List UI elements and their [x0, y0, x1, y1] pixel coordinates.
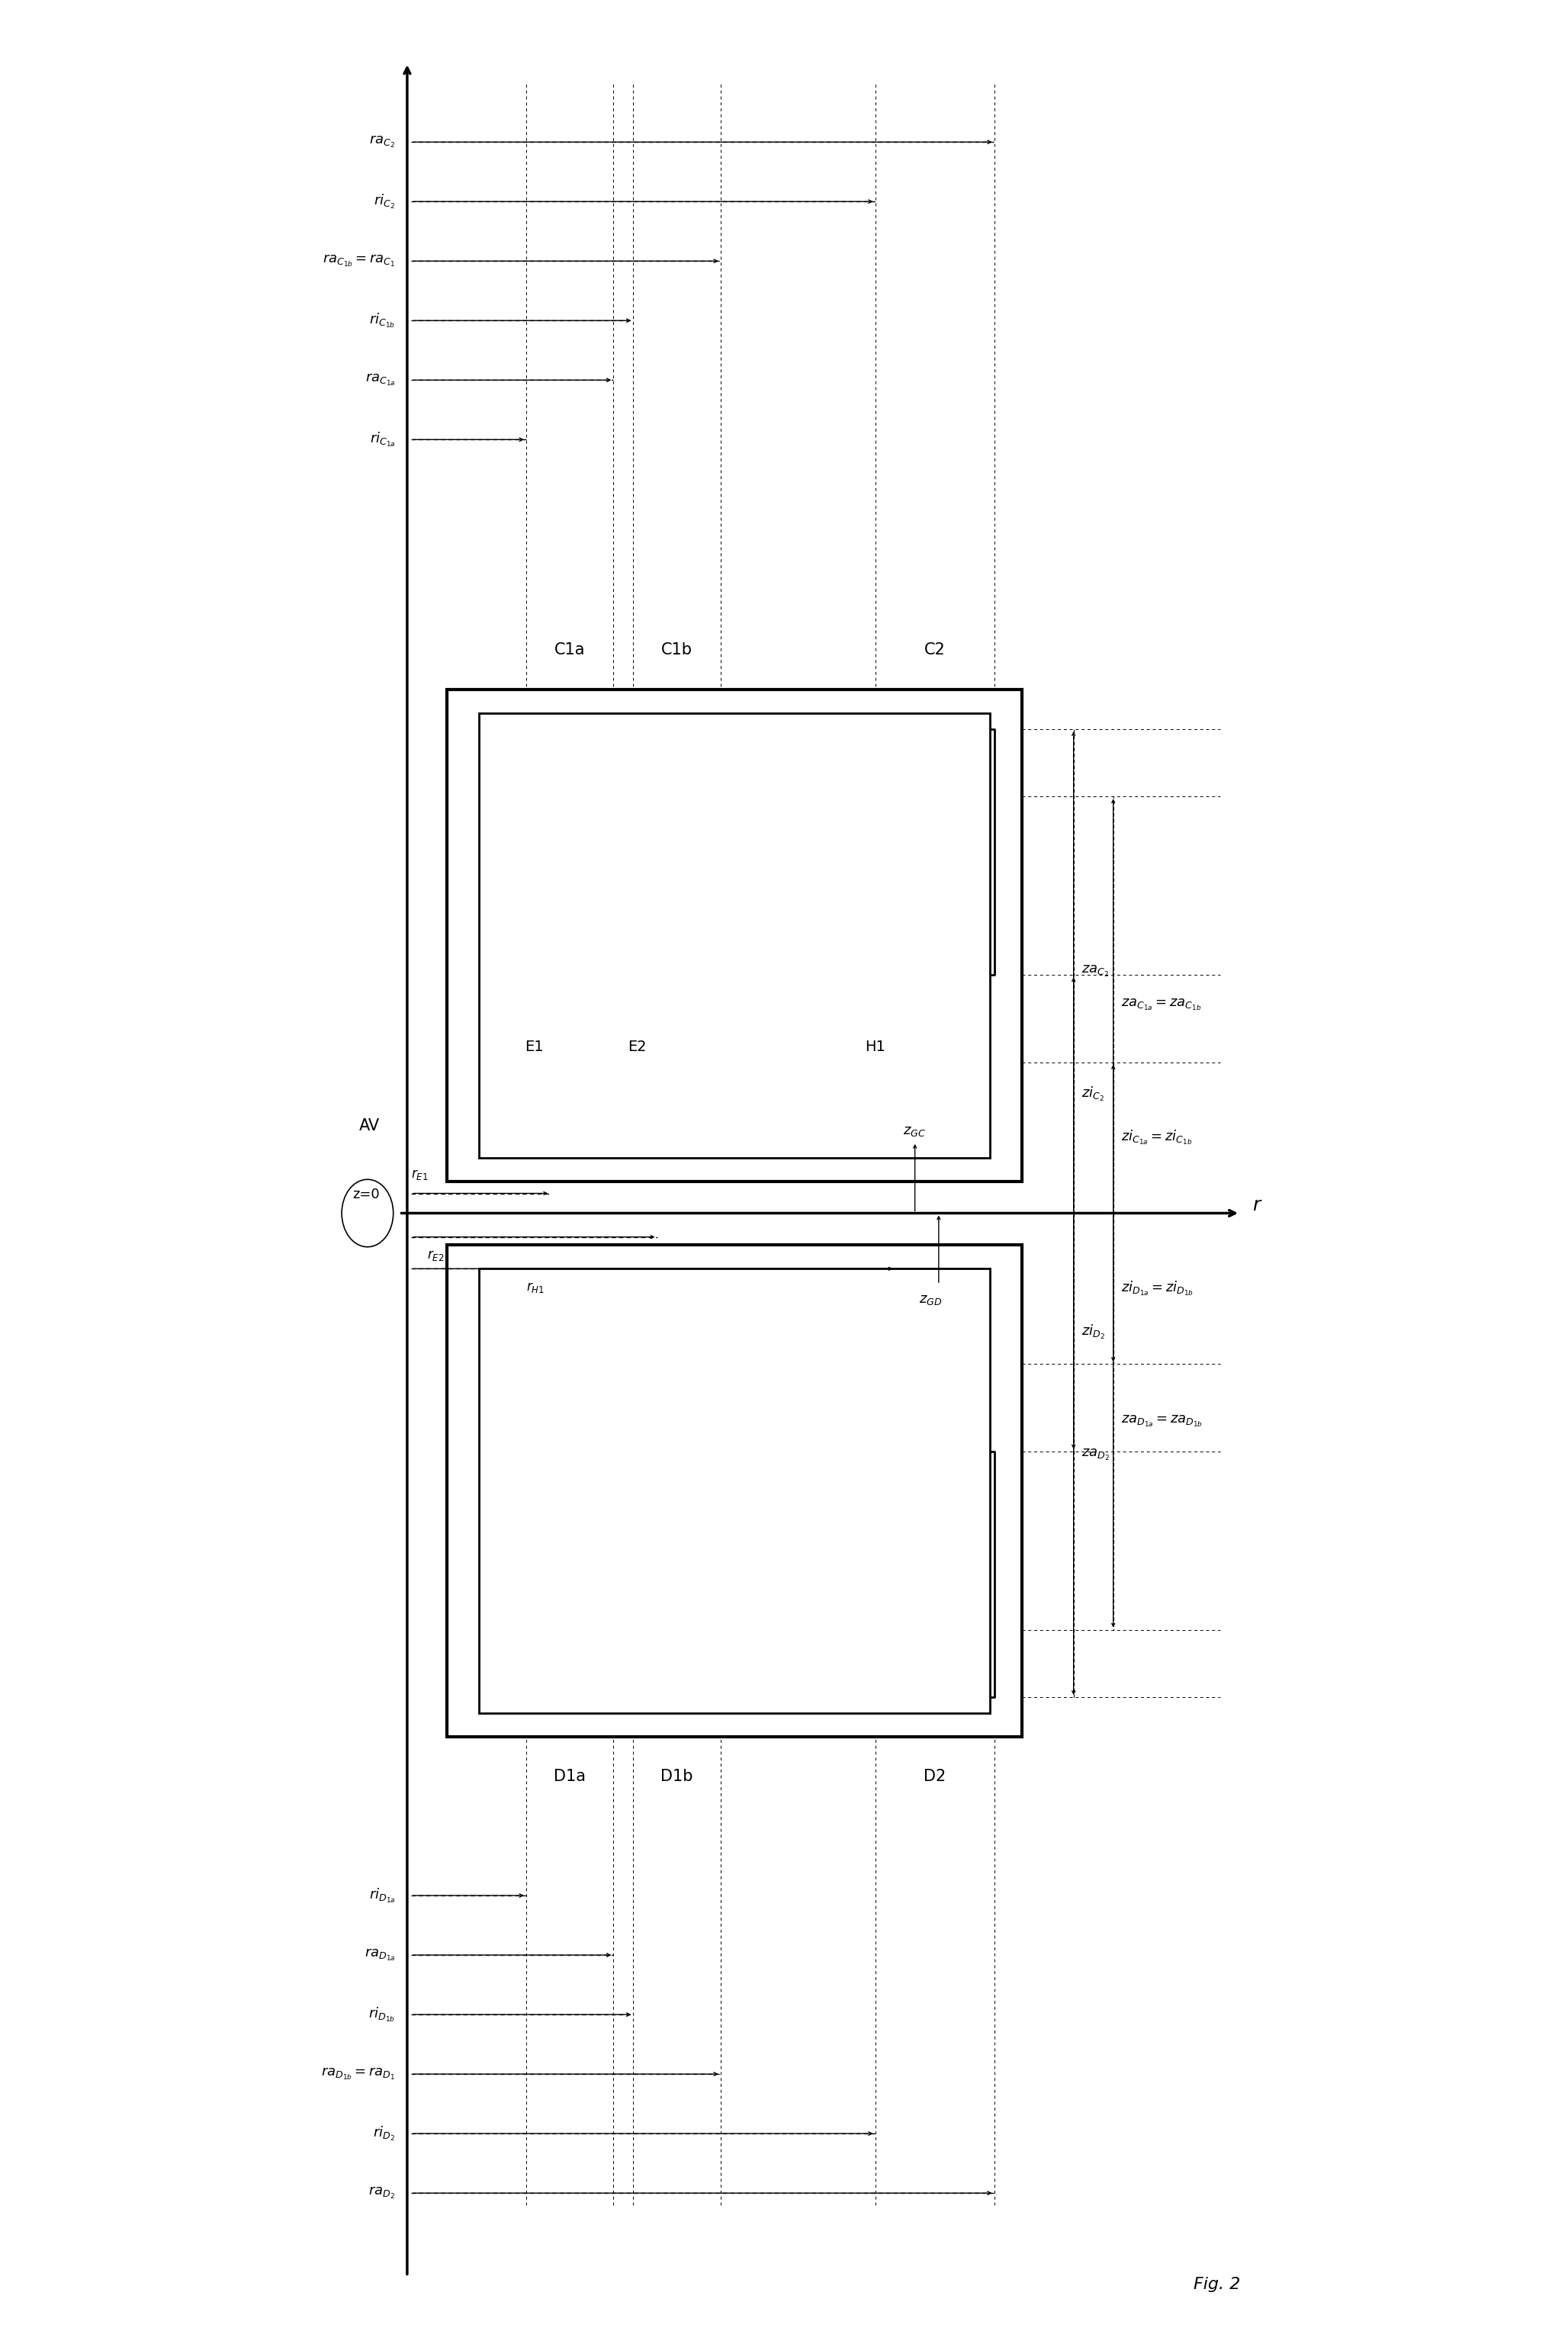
Text: E2: E2: [627, 1040, 646, 1054]
Bar: [618, 1063, 657, 1364]
Text: AV: AV: [359, 1117, 379, 1134]
Text: $z_{GD}$: $z_{GD}$: [919, 1293, 942, 1307]
Text: D1b: D1b: [660, 1770, 693, 1784]
Text: $ra_{C_{1a}}$: $ra_{C_{1a}}$: [365, 373, 395, 387]
Text: $ri_{C_{1b}}$: $ri_{C_{1b}}$: [370, 312, 395, 329]
Text: $ra_{C_{1b}}=ra_{C_1}$: $ra_{C_{1b}}=ra_{C_1}$: [323, 253, 395, 268]
Bar: [403, 1141, 1217, 1284]
Text: $za_{D_{1a}}=za_{D_{1b}}$: $za_{D_{1a}}=za_{D_{1b}}$: [1121, 1415, 1203, 1429]
Text: $za_{C_2}$: $za_{C_2}$: [1082, 965, 1109, 979]
Text: $r_{E2}$: $r_{E2}$: [426, 1249, 444, 1263]
Text: C2: C2: [924, 643, 946, 657]
Bar: [519, 1063, 550, 1364]
Text: $ri_{D_{1b}}$: $ri_{D_{1b}}$: [368, 2007, 395, 2023]
Text: z=0: z=0: [353, 1188, 379, 1202]
Text: $r_{H1}$: $r_{H1}$: [527, 1281, 544, 1293]
Text: $zi_{C_2}$: $zi_{C_2}$: [1082, 1084, 1104, 1103]
Text: $ri_{C_2}$: $ri_{C_2}$: [373, 192, 395, 211]
Text: $za_{D_2}$: $za_{D_2}$: [1082, 1448, 1110, 1462]
Text: $ri_{C_{1a}}$: $ri_{C_{1a}}$: [370, 432, 395, 448]
Text: H1: H1: [866, 1040, 886, 1054]
Bar: [478, 1270, 991, 1713]
Bar: [447, 690, 1022, 1181]
Text: $ra_{D_2}$: $ra_{D_2}$: [368, 2185, 395, 2201]
Text: $za_{C_{1a}}=za_{C_{1b}}$: $za_{C_{1a}}=za_{C_{1b}}$: [1121, 997, 1201, 1012]
Text: $zi_{D_2}$: $zi_{D_2}$: [1082, 1324, 1105, 1340]
Text: $ri_{D_{1a}}$: $ri_{D_{1a}}$: [368, 1887, 395, 1903]
Text: D1a: D1a: [554, 1770, 586, 1784]
Text: $ra_{C_2}$: $ra_{C_2}$: [370, 134, 395, 150]
Text: $ra_{D_{1b}}=ra_{D_1}$: $ra_{D_{1b}}=ra_{D_1}$: [321, 2065, 395, 2082]
Bar: [856, 1063, 895, 1364]
Text: E1: E1: [525, 1040, 544, 1054]
Bar: [447, 1244, 1022, 1737]
Text: Fig. 2: Fig. 2: [1193, 2277, 1240, 2293]
Text: $ri_{D_2}$: $ri_{D_2}$: [373, 2124, 395, 2143]
Text: $r$: $r$: [1253, 1197, 1262, 1213]
Text: $ra_{D_{1a}}$: $ra_{D_{1a}}$: [364, 1948, 395, 1962]
Text: C1a: C1a: [555, 643, 585, 657]
Bar: [478, 713, 991, 1157]
Text: $zi_{C_{1a}}=zi_{C_{1b}}$: $zi_{C_{1a}}=zi_{C_{1b}}$: [1121, 1129, 1192, 1148]
Text: D2: D2: [924, 1770, 946, 1784]
Text: $zi_{D_{1a}}=zi_{D_{1b}}$: $zi_{D_{1a}}=zi_{D_{1b}}$: [1121, 1279, 1193, 1298]
Text: $r_{E1}$: $r_{E1}$: [411, 1169, 428, 1181]
Text: C1b: C1b: [662, 643, 693, 657]
Text: $z_{GC}$: $z_{GC}$: [903, 1124, 925, 1138]
